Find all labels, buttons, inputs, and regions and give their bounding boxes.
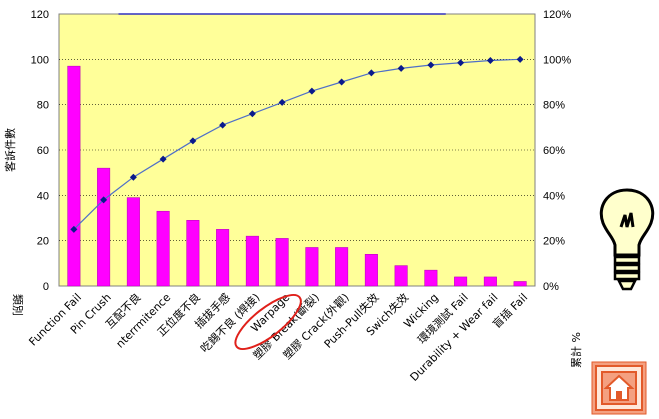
cumulative-point — [516, 55, 524, 63]
cumulative-point — [100, 196, 108, 204]
home-icon[interactable] — [591, 361, 647, 415]
bar — [245, 235, 259, 287]
bar — [335, 247, 349, 287]
left-tick-label: 20 — [37, 236, 49, 248]
left-tick-label: 60 — [37, 145, 49, 157]
cumulative-point — [189, 137, 197, 145]
cumulative-point — [248, 110, 256, 118]
bar — [275, 238, 289, 287]
x-axis-title: 類別 — [11, 294, 24, 316]
cumulative-point — [70, 225, 78, 233]
right-tick-label: 80% — [543, 100, 565, 112]
bar — [305, 247, 319, 287]
left-tick-label: 100 — [31, 54, 49, 66]
bar — [97, 167, 111, 287]
y-axis-title: 客訴件數 — [3, 128, 17, 172]
cumulative-point — [338, 78, 346, 86]
cumulative-point — [486, 56, 494, 64]
cumulative-polyline — [73, 58, 521, 230]
cumulative-point — [219, 121, 227, 129]
right-tick-label: 100% — [543, 54, 571, 66]
bar — [126, 197, 140, 287]
warpage-highlight-ellipse — [234, 294, 302, 350]
gridlines — [59, 13, 535, 241]
bar — [186, 220, 200, 287]
left-tick-label: 0 — [43, 281, 49, 293]
bar — [454, 276, 468, 287]
cumulative-point — [397, 64, 405, 72]
cumulative-point — [367, 69, 375, 77]
left-tick-label: 40 — [37, 190, 49, 202]
cumulative-line — [70, 55, 524, 233]
bar — [67, 65, 81, 287]
bar — [156, 210, 170, 287]
y2-axis-title: 累計 % — [569, 332, 583, 368]
left-tick-label: 80 — [37, 100, 49, 112]
left-tick-label: 120 — [31, 9, 49, 21]
right-tick-label: 120% — [543, 9, 571, 21]
cumulative-point — [427, 61, 435, 69]
bar — [424, 269, 438, 287]
bar — [364, 254, 378, 287]
lightbulb-icon — [599, 188, 655, 291]
bar — [513, 281, 527, 287]
left-axis-ticks: 0 20 40 60 80 100 120 — [31, 9, 49, 293]
right-tick-label: 0% — [543, 281, 559, 293]
cumulative-point — [278, 98, 286, 106]
right-tick-label: 60% — [543, 145, 565, 157]
bar — [394, 265, 408, 287]
cumulative-point — [129, 173, 137, 181]
bar — [216, 229, 230, 287]
cumulative-point — [159, 155, 167, 163]
cumulative-point — [308, 87, 316, 95]
right-axis-ticks: 0% 20% 40% 60% 80% 100% 120% — [543, 9, 571, 293]
bar — [483, 276, 497, 287]
right-tick-label: 20% — [543, 236, 565, 248]
right-tick-label: 40% — [543, 190, 565, 202]
cumulative-point — [457, 59, 465, 67]
